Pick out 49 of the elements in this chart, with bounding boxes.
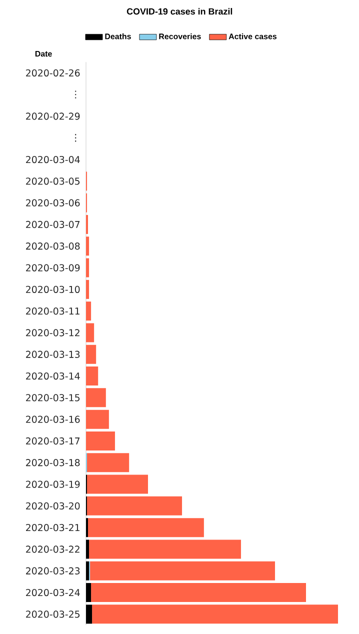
bar [86, 561, 90, 580]
bar [86, 410, 109, 429]
y-tick-label: 2020-03-07 [26, 220, 80, 228]
bar [88, 518, 204, 538]
y-tick-label: 2020-03-25 [26, 610, 80, 618]
y-tick-label: 2020-03-06 [26, 199, 80, 206]
bar [87, 474, 148, 494]
bar [90, 561, 276, 580]
y-tick-label: 2020-03-08 [26, 242, 80, 250]
y-tick-label: 2020-03-24 [26, 588, 80, 596]
bar [89, 540, 241, 559]
y-tick-label: 2020-03-19 [26, 480, 80, 488]
y-tick-label: 2020-03-18 [26, 459, 80, 466]
y-tick-label: 2020-02-26 [26, 69, 80, 77]
y-tick-label: 2020-03-20 [26, 502, 80, 510]
y-tick-label: 2020-03-04 [26, 156, 80, 164]
y-tick-label: 2020-03-14 [26, 372, 80, 380]
bar [91, 583, 306, 602]
bar [86, 236, 90, 256]
y-tick-label: 2020-03-15 [26, 394, 80, 402]
y-tick-label: 2020-03-09 [26, 264, 80, 272]
bar [92, 604, 338, 624]
y-tick-label: 2020-03-21 [26, 524, 80, 532]
bar [86, 366, 98, 386]
y-tick-label: 2020-03-05 [26, 178, 80, 185]
bar [86, 258, 90, 278]
y-tick-label: ⋮ [75, 134, 76, 142]
bar [87, 496, 182, 516]
bar [86, 280, 90, 299]
bar [86, 431, 115, 450]
chart-title: COVID-19 cases in Brazil [126, 8, 232, 15]
y-tick-label: 2020-02-29 [26, 112, 80, 120]
bar [86, 540, 90, 559]
y-tick-label: ⋮ [75, 90, 76, 98]
y-tick-label: 2020-03-23 [26, 567, 80, 574]
y-tick-label: 2020-03-12 [26, 329, 80, 336]
y-tick-label: 2020-03-13 [26, 350, 80, 358]
bar [86, 323, 94, 342]
y-tick-label: 2020-03-22 [26, 546, 80, 553]
bar [86, 344, 96, 364]
bar [86, 604, 92, 624]
bar [86, 388, 106, 408]
bar [86, 302, 92, 321]
y-tick-label: 2020-03-17 [26, 437, 80, 445]
y-tick-label: 2020-03-16 [26, 416, 80, 423]
bar [87, 453, 130, 472]
bar [86, 583, 92, 602]
y-tick-label: 2020-03-10 [26, 286, 80, 294]
y-tick-label: 2020-03-11 [26, 307, 80, 315]
